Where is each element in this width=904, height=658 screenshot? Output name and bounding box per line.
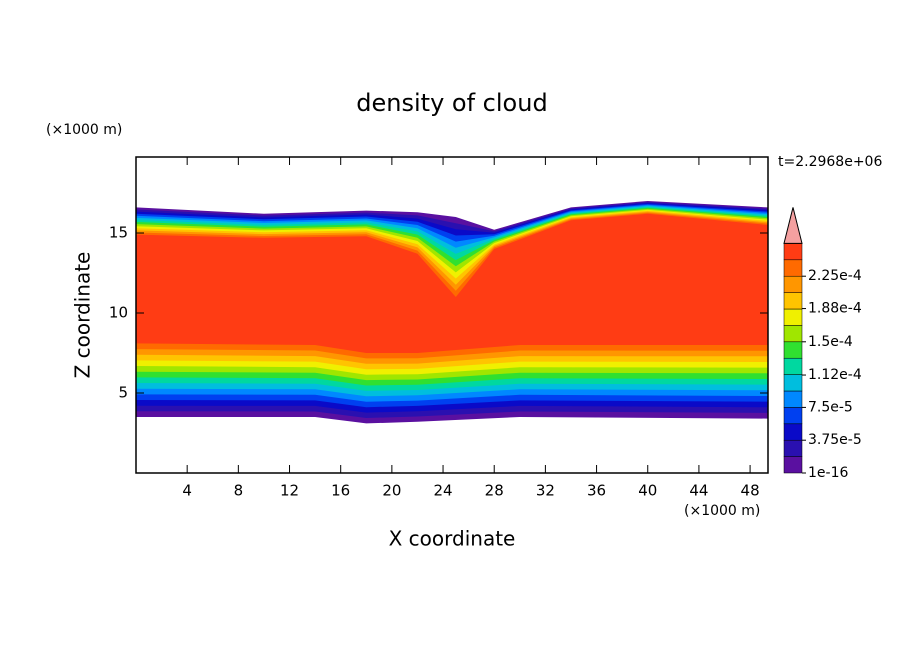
colorbar-swatch	[783, 390, 803, 408]
colorbar-swatch	[783, 407, 803, 425]
x-tick-label: 4	[182, 482, 192, 500]
x-tick-label: 40	[638, 482, 657, 500]
colorbar-swatch	[783, 308, 803, 326]
x-tick-label: 12	[280, 482, 299, 500]
colorbar-swatch	[783, 456, 803, 474]
x-tick-label: 20	[382, 482, 401, 500]
plot-frame	[135, 156, 769, 474]
colorbar-swatch	[783, 325, 803, 343]
colorbar-tick-label: 1.5e-4	[808, 334, 853, 350]
colorbar-tick-label: 1.12e-4	[808, 367, 862, 383]
colorbar-swatch	[783, 357, 803, 375]
contour-region	[136, 213, 768, 353]
contour-field	[136, 201, 768, 424]
colorbar-tick-label: 3.75e-5	[808, 432, 862, 448]
colorbar-swatch	[783, 341, 803, 359]
colorbar-extend	[783, 207, 803, 244]
colorbar-tick-label: 7.5e-5	[808, 399, 853, 415]
x-tick-label: 44	[689, 482, 708, 500]
y-unit: (×1000 m)	[46, 122, 122, 138]
x-tick-label: 8	[234, 482, 244, 500]
x-tick-label: 24	[433, 482, 452, 500]
colorbar-swatch	[783, 439, 803, 457]
x-tick-label: 32	[536, 482, 555, 500]
x-axis-label: X coordinate	[389, 527, 516, 551]
x-tick-label: 48	[741, 482, 760, 500]
colorbar-tick-label: 1.88e-4	[808, 301, 862, 317]
x-tick-label: 16	[331, 482, 350, 500]
colorbar-swatch	[783, 275, 803, 293]
x-tick-label: 28	[485, 482, 504, 500]
colorbar-swatch	[783, 423, 803, 441]
y-tick-label: 5	[118, 384, 128, 402]
y-tick-label: 10	[109, 304, 128, 322]
x-unit: (×1000 m)	[684, 503, 760, 519]
colorbar: 1e-16 3.75e-5 7.5e-5 1.12e-4 1.5e-4 1.88e-4 2.…	[783, 207, 862, 481]
colorbar-swatch	[783, 243, 803, 261]
colorbar-swatch	[783, 292, 803, 310]
colorbar-tick-label: 2.25e-4	[808, 268, 862, 284]
time-annotation: t=2.2968e+06	[778, 154, 882, 170]
colorbar-tick-label: 1e-16	[808, 465, 848, 481]
y-tick-label: 15	[109, 224, 128, 242]
chart-title: density of cloud	[356, 89, 547, 117]
colorbar-swatch	[783, 259, 803, 277]
colorbar-swatch	[783, 374, 803, 392]
x-tick-label: 36	[587, 482, 606, 500]
y-axis-label: Z coordinate	[71, 252, 95, 379]
